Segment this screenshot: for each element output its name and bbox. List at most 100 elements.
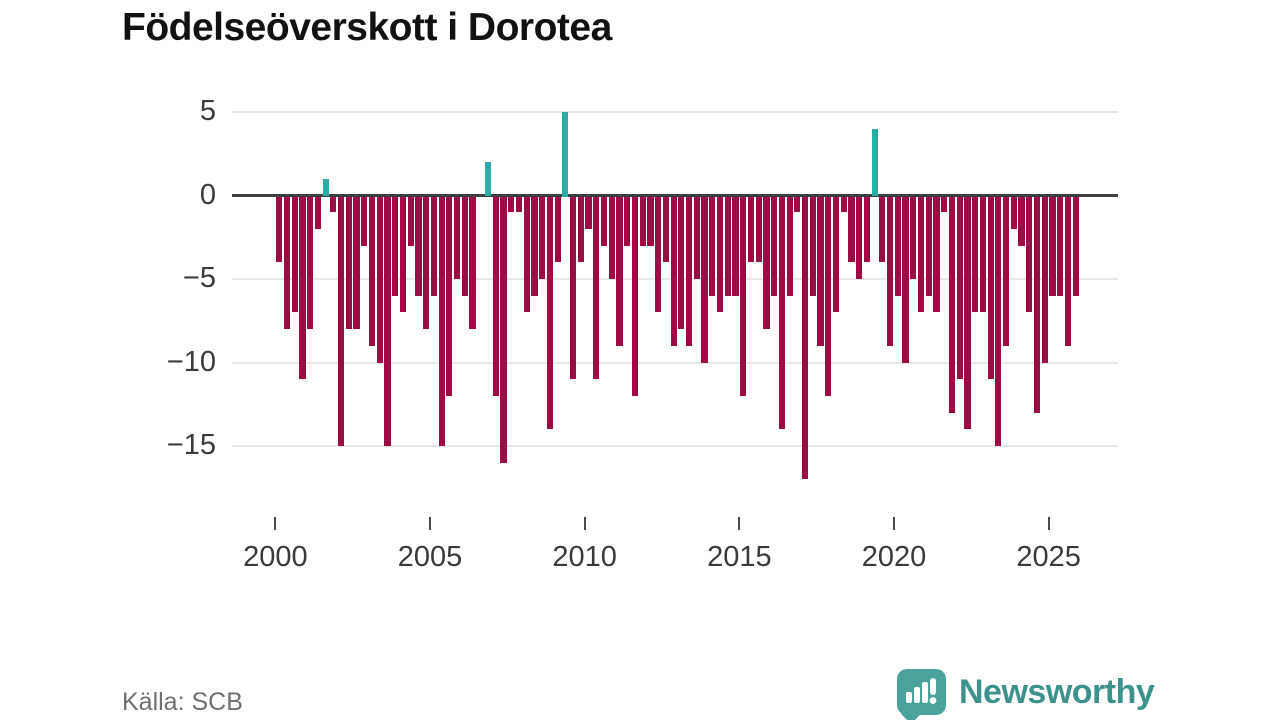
bar-2002-q1 [338,196,345,446]
y-axis-label: 5 [199,95,216,127]
bar-2004-q2 [407,196,414,246]
bar-2021-q2 [933,196,940,313]
bar-2012-q4 [670,196,677,346]
bar-2017-q2 [809,196,816,296]
bar-2015-q1 [740,196,747,396]
bar-2001-q2 [314,196,322,229]
bar-2007-q2 [500,196,507,463]
brand-name: Newsworthy [959,672,1155,711]
bar-2019-q3 [879,196,886,263]
bar-2010-q4 [608,196,615,279]
bar-2020-q1 [894,196,901,296]
bar-2003-q4 [392,196,399,296]
bar-2023-q2 [995,196,1002,446]
bar-2018-q1 [832,196,840,313]
bar-2017-q1 [801,196,809,480]
bar-2017-q3 [817,196,824,346]
bar-2018-q4 [856,196,863,279]
bar-2005-q1 [430,196,437,296]
bar-2001-q1 [307,196,314,330]
speech-bubble-chart-icon [897,669,946,720]
bar-2014-q1 [709,196,716,296]
bar-2016-q2 [778,196,785,430]
x-axis-label-2010: 2010 [552,541,617,573]
bar-2024-q2 [1026,196,1033,313]
bar-2011-q4 [639,196,646,246]
bar-2001-q3 [322,178,329,197]
bar-2024-q3 [1033,196,1041,413]
bar-2021-q3 [941,196,948,213]
bar-2007-q1 [492,196,499,396]
bar-2008-q4 [546,196,553,430]
bar-2012-q3 [662,196,669,263]
bar-2024-q1 [1018,196,1025,246]
bar-2002-q2 [345,196,352,330]
bar-2014-q4 [732,196,739,296]
bar-2023-q1 [987,196,994,380]
bar-2005-q2 [438,196,445,446]
bar-2009-q1 [554,196,561,263]
x-axis-label-2015: 2015 [707,541,772,573]
gridline-y--15 [232,445,1118,447]
bar-2002-q4 [361,196,368,246]
bar-2012-q1 [647,196,654,246]
bar-2023-q3 [1003,196,1010,346]
bar-2011-q1 [616,196,623,346]
bar-2009-q4 [577,196,584,263]
bar-2019-q2 [871,128,878,197]
bar-2009-q2 [562,112,569,197]
bar-2000-q3 [291,196,298,313]
bar-2011-q2 [624,196,631,246]
gridline-y--10 [232,361,1118,364]
bar-2025-q4 [1072,196,1079,296]
bar-2005-q3 [446,196,453,396]
bar-2010-q2 [593,196,600,380]
chart-title: Födelseöverskott i Dorotea [122,6,612,49]
source-note: Källa: SCB [122,688,243,716]
bar-2013-q2 [685,196,693,346]
bar-2007-q3 [508,196,515,213]
bar-2013-q1 [678,196,685,330]
bar-2018-q2 [840,196,847,213]
bar-2006-q4 [484,162,492,197]
bar-2015-q3 [755,196,762,263]
bar-2024-q4 [1041,196,1048,363]
bar-2025-q3 [1064,196,1072,346]
bar-2023-q4 [1010,196,1017,229]
bar-2025-q1 [1049,196,1056,296]
bar-2006-q2 [469,196,476,330]
x-axis-tick-2020 [893,517,895,530]
bar-2025-q2 [1057,196,1064,296]
x-axis-label-2000: 2000 [243,541,308,573]
bar-2014-q3 [724,196,731,296]
x-axis-tick-2025 [1047,517,1050,530]
bar-2019-q4 [887,196,894,346]
x-axis-tick-2015 [738,517,741,530]
bar-2008-q1 [523,196,530,313]
bar-chart-exclamation-glyph [906,678,937,704]
bar-2004-q4 [423,196,430,330]
bar-2020-q3 [910,196,917,279]
bar-2000-q1 [276,196,283,263]
bar-2013-q3 [693,196,700,279]
bar-2014-q2 [716,196,724,313]
bar-2010-q1 [585,196,592,229]
bar-2002-q3 [353,196,360,330]
bar-2021-q1 [925,196,932,296]
bar-2022-q3 [972,196,979,313]
bar-2003-q3 [384,196,391,446]
bar-2013-q4 [701,196,708,363]
bar-2019-q1 [863,196,871,263]
x-axis-label-2020: 2020 [861,541,927,573]
x-axis-label-2025: 2025 [1016,541,1081,573]
bar-2008-q3 [539,196,546,279]
y-axis-label: −15 [166,429,216,461]
bar-2003-q1 [368,196,376,346]
x-axis-tick-2010 [583,517,586,530]
bar-2003-q2 [376,196,383,363]
x-axis-label-2005: 2005 [397,541,463,573]
bar-2012-q2 [655,196,662,313]
bar-2020-q2 [902,196,909,363]
bar-2022-q1 [956,196,963,380]
